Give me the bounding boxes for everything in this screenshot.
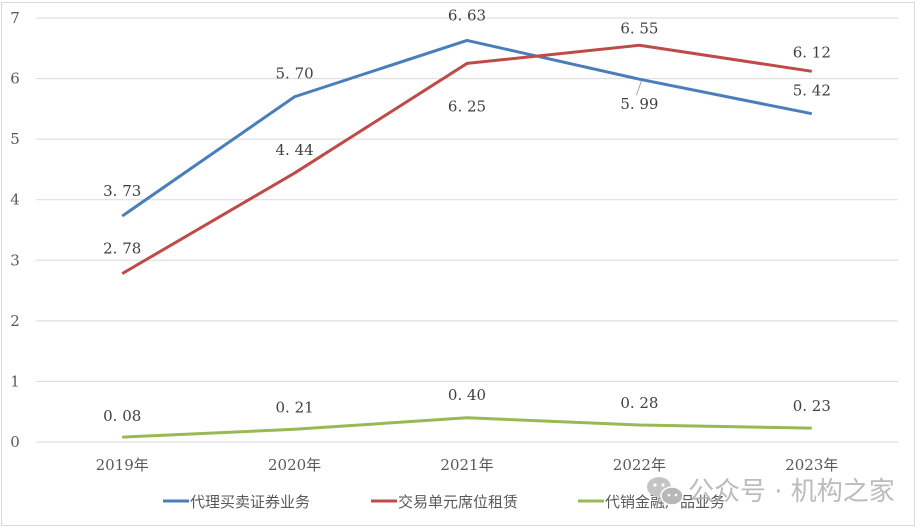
data-label: 6. 63 xyxy=(448,6,486,24)
data-label: 6. 12 xyxy=(793,43,831,61)
y-tick-label: 2 xyxy=(10,312,20,330)
y-tick-label: 4 xyxy=(10,191,20,209)
legend: 代理买卖证券业务交易单元席位租赁代销金融产品业务 xyxy=(163,493,725,511)
y-tick-label: 0 xyxy=(10,433,20,451)
series-line xyxy=(122,416,812,439)
data-label: 0. 28 xyxy=(620,394,658,412)
leader-line xyxy=(635,81,642,96)
data-label: 6. 55 xyxy=(620,19,658,37)
y-tick-label: 3 xyxy=(10,251,20,269)
data-label: 0. 08 xyxy=(103,407,141,425)
x-axis-ticks: 2019年 2020年 2021年 2022年 2023年 xyxy=(96,456,839,474)
data-label: 5. 70 xyxy=(276,65,314,83)
y-tick-label: 5 xyxy=(10,130,20,148)
legend-item[interactable]: 代理买卖证券业务 xyxy=(163,493,310,511)
gridlines xyxy=(36,17,898,443)
y-tick-label: 6 xyxy=(10,70,20,88)
data-label: 2. 78 xyxy=(103,240,141,258)
data-label: 0. 23 xyxy=(793,397,831,415)
legend-label: 代理买卖证券业务 xyxy=(190,493,310,511)
y-tick-label: 7 xyxy=(10,9,20,27)
series-line xyxy=(121,43,813,275)
legend-label: 交易单元席位租赁 xyxy=(398,493,518,511)
data-label: 0. 40 xyxy=(448,386,486,404)
series-line xyxy=(121,38,813,218)
x-tick-label: 2019年 xyxy=(96,456,149,474)
y-axis-ticks: 0 1 2 3 4 5 6 7 xyxy=(10,9,20,451)
series-lines xyxy=(121,38,813,439)
data-label: 3. 73 xyxy=(103,182,141,200)
watermark-text: 公众号 · 机构之家 xyxy=(688,477,895,507)
x-tick-label: 2023年 xyxy=(785,456,838,474)
x-tick-label: 2020年 xyxy=(268,456,321,474)
data-label: 6. 25 xyxy=(448,97,486,115)
data-label: 4. 44 xyxy=(276,141,314,159)
y-tick-label: 1 xyxy=(10,372,20,390)
wechat-icon xyxy=(647,477,684,506)
x-tick-label: 2021年 xyxy=(440,456,493,474)
legend-item[interactable]: 交易单元席位租赁 xyxy=(371,493,518,511)
x-tick-label: 2022年 xyxy=(613,456,666,474)
data-labels: 3. 73 5. 70 6. 63 5. 99 5. 42 2. 78 4. 44 6. 25… xyxy=(103,6,831,425)
data-label: 0. 21 xyxy=(276,398,314,416)
watermark: 公众号 · 机构之家 xyxy=(647,477,895,507)
data-label: 5. 99 xyxy=(620,95,658,113)
data-label: 5. 42 xyxy=(793,82,831,100)
